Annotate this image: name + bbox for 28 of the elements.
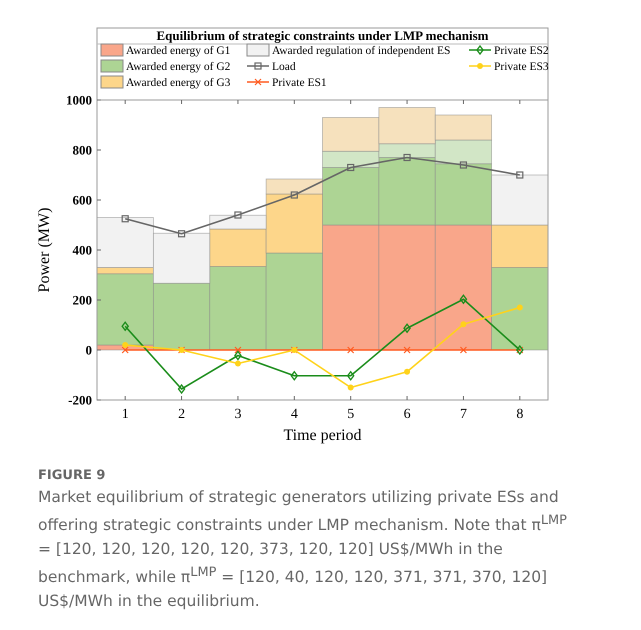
x-tick-label: 5 [347, 407, 354, 422]
legend-label: Private ES2 [494, 45, 549, 58]
x-tick-label: 6 [404, 407, 411, 422]
y-tick-label: 800 [72, 142, 92, 158]
caption: FIGURE 9 [38, 468, 106, 483]
legend-label: Private ES3 [494, 61, 549, 74]
legend-label: Awarded energy of G1 [126, 45, 231, 58]
x-tick-label: 8 [516, 407, 524, 422]
y-tick-label: 400 [72, 242, 92, 258]
x-axis-title: Time period [283, 427, 362, 444]
text: Market equilibrium of strategic generators utilizing private ESs and offering strategic constraints under LMP mechanism. Note that π$^{LMP}$ = [120, 120, 120, 120, 120, 373, 120, 120] US$/MWh in the benchmark, while π$^{LMP}$ = [120, 40, 120, 120, 371, 371, 370, 120] US$/MWh in the equilibrium. [38, 488, 567, 610]
chart-title: Equilibrium of strategic constraints under LMP mechanism [156, 28, 489, 43]
legend-label: Private ES1 [272, 77, 327, 90]
x-tick-label: 1 [122, 407, 129, 422]
x-tick-label: 2 [178, 407, 186, 422]
legend-label: Awarded energy of G3 [126, 77, 231, 90]
x-tick-label: 7 [460, 407, 467, 422]
y-tick-label: 0 [86, 342, 92, 358]
x-tick-label: 4 [290, 407, 298, 422]
legend-label: Awarded energy of G2 [126, 61, 231, 74]
y-tick-label: 200 [72, 292, 92, 308]
y-tick-label: 1000 [66, 92, 92, 108]
legend-label: Awarded regulation of independent ES [272, 45, 450, 58]
x-tick-label: 3 [234, 407, 242, 422]
y-tick-label: 600 [72, 192, 92, 208]
y-axis-title: Power (MW) [36, 208, 53, 292]
legend-label: Load [272, 61, 296, 74]
y-tick-label: -200 [68, 392, 92, 408]
